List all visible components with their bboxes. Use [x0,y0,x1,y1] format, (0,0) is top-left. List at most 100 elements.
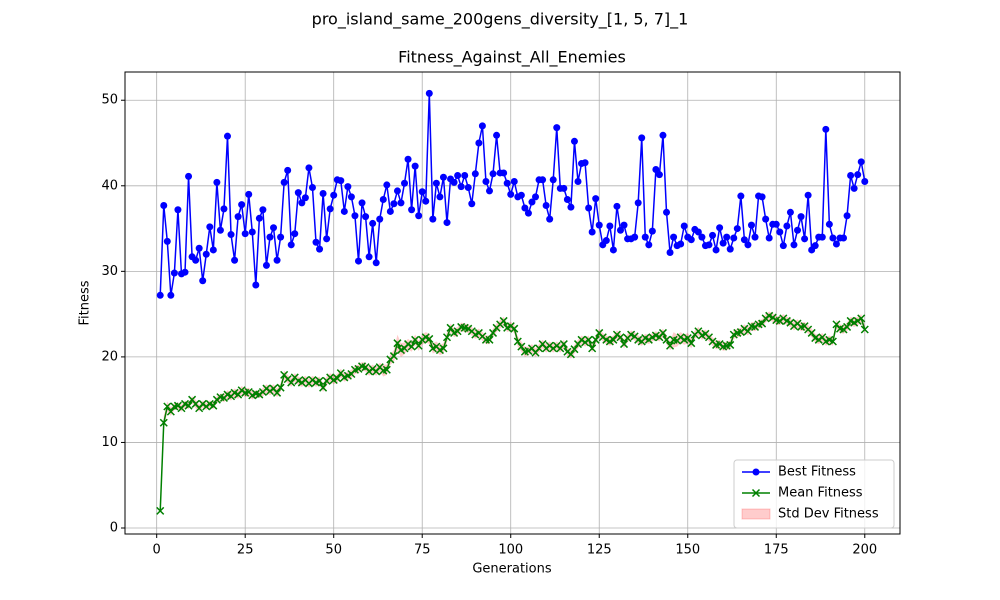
point [666,341,675,350]
point [489,170,497,178]
point [174,206,182,214]
point [726,340,735,349]
point [315,376,324,385]
point [825,220,833,228]
point [319,189,327,197]
point [393,187,401,195]
point [737,192,745,200]
point [843,212,851,220]
point [291,230,299,238]
point [843,322,852,331]
point [563,195,571,203]
point [464,184,472,191]
point [414,341,423,350]
point [163,402,172,411]
point [730,234,738,242]
point [301,194,309,202]
point [779,242,787,250]
point [160,201,168,209]
point [532,193,540,201]
point [566,350,575,359]
point [407,342,416,351]
point [351,212,359,220]
point [209,246,217,254]
y-axis-label: Fitness [78,280,93,325]
x-tick-label: 0 [153,543,161,558]
point [379,195,387,203]
point [166,407,175,416]
point [485,187,493,195]
point [461,172,469,180]
point [457,183,465,191]
point [273,256,281,264]
point [382,365,391,374]
plot-frame [124,71,901,535]
x-tick-label: 175 [764,543,789,558]
point [167,291,175,299]
point [156,506,165,515]
point [358,199,366,207]
point [488,328,498,337]
point [592,195,600,203]
point [709,231,717,239]
point [740,236,748,244]
y-tick-label: 50 [101,93,118,108]
point [606,222,614,230]
point [581,159,589,167]
point [776,228,784,236]
y-tick-label: 20 [101,349,118,364]
point [659,131,667,139]
point [383,181,391,189]
point [687,339,696,348]
point [542,201,550,209]
point [574,178,582,186]
legend-box [733,459,895,529]
point [252,281,260,289]
point [790,241,798,249]
point [517,342,526,351]
point [521,204,529,212]
point [216,226,224,234]
point [570,345,579,354]
point [408,206,416,214]
point [287,378,296,387]
point [206,223,214,231]
point [411,162,419,170]
point [524,209,532,217]
point [670,233,678,241]
point [549,176,557,184]
point [857,158,865,166]
point [333,374,342,383]
point [645,241,653,249]
point [609,246,617,254]
x-tick-label: 100 [498,543,523,558]
point [652,166,660,174]
point [287,241,295,249]
point [588,344,597,353]
point [184,401,193,410]
point [163,237,171,245]
point [528,198,536,206]
point [619,340,629,349]
x-tick-label: 25 [237,543,254,558]
point [170,269,178,277]
point [259,206,267,214]
point [663,208,671,216]
point [245,190,253,198]
point [620,221,628,229]
point [559,340,568,349]
point [231,256,239,264]
point [854,171,862,179]
point [747,221,755,229]
point [425,334,434,343]
point [648,227,656,235]
point [481,335,490,344]
point [507,190,515,198]
point [786,208,794,216]
point [439,344,448,353]
point [485,335,494,344]
point [443,219,451,227]
point [202,250,210,258]
point [450,178,458,186]
point [468,200,476,208]
